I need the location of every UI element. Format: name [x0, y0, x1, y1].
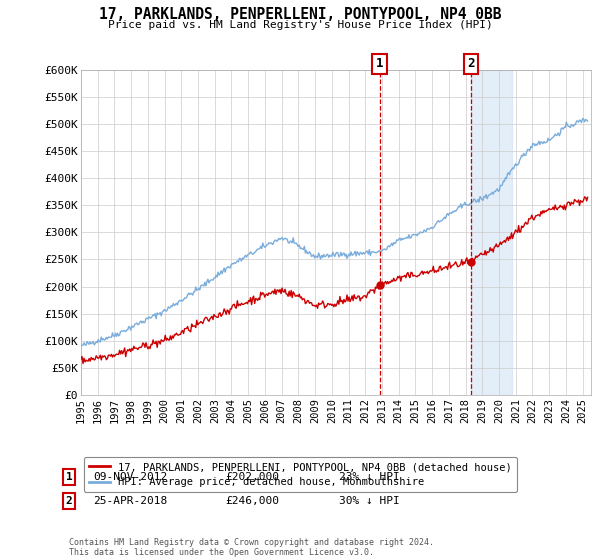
Text: 23% ↓ HPI: 23% ↓ HPI — [339, 472, 400, 482]
Text: 1: 1 — [376, 57, 383, 70]
Bar — [471, 70, 512, 395]
Legend: 17, PARKLANDS, PENPERLLENI, PONTYPOOL, NP4 0BB (detached house), HPI: Average pr: 17, PARKLANDS, PENPERLLENI, PONTYPOOL, N… — [83, 457, 517, 492]
Text: 09-NOV-2012: 09-NOV-2012 — [93, 472, 167, 482]
Text: £246,000: £246,000 — [225, 496, 279, 506]
Text: 2: 2 — [467, 57, 475, 70]
Text: 1: 1 — [65, 472, 73, 482]
Text: 17, PARKLANDS, PENPERLLENI, PONTYPOOL, NP4 0BB: 17, PARKLANDS, PENPERLLENI, PONTYPOOL, N… — [99, 7, 501, 22]
Text: Contains HM Land Registry data © Crown copyright and database right 2024.
This d: Contains HM Land Registry data © Crown c… — [69, 538, 434, 557]
Text: 2: 2 — [65, 496, 73, 506]
Text: 25-APR-2018: 25-APR-2018 — [93, 496, 167, 506]
Text: Price paid vs. HM Land Registry's House Price Index (HPI): Price paid vs. HM Land Registry's House … — [107, 20, 493, 30]
Text: £202,000: £202,000 — [225, 472, 279, 482]
Text: 30% ↓ HPI: 30% ↓ HPI — [339, 496, 400, 506]
